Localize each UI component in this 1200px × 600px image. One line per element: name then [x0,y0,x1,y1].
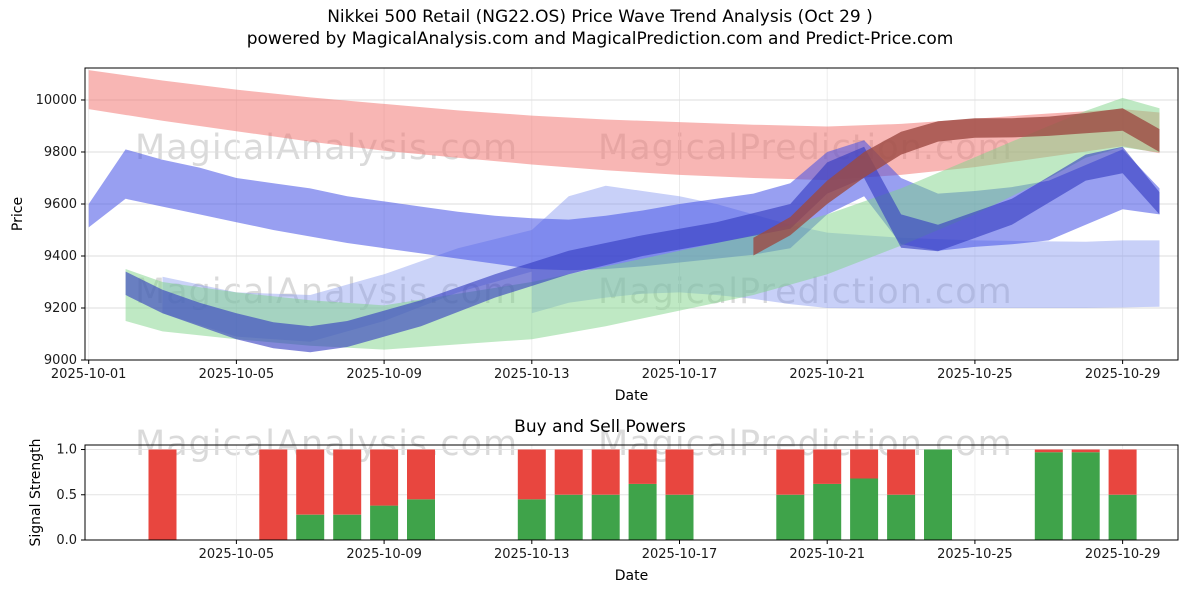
x-tick-label: 2025-10-05 [199,547,275,562]
x-tick-label: 2025-10-17 [642,547,718,562]
sell-signal-bar [665,449,694,495]
chart-title-line1: Nikkei 500 Retail (NG22.OS) Price Wave T… [327,7,873,27]
buy-sell-chart-title: Buy and Sell Powers [514,417,686,437]
y-tick-label: 9000 [44,353,77,368]
x-tick-label: 2025-10-21 [789,367,865,382]
y-tick-label: 0.5 [56,488,77,503]
x-tick-label: 2025-10-29 [1085,367,1161,382]
x-tick-label: 2025-10-13 [494,547,570,562]
watermark-analysis: MagicalAnalysis.com [135,424,519,464]
x-tick-label: 2025-10-29 [1085,547,1161,562]
x-tick-label: 2025-10-09 [346,367,422,382]
main-blue-band [88,140,1160,271]
sell-signal-bar [370,449,399,506]
buy-signal-bar [1108,494,1137,540]
x-axis-label: Date [615,388,648,404]
y-axis-label: Price [10,197,26,231]
sell-signal-bar [259,449,288,540]
buy-signal-bar [407,499,435,540]
buy-signal-bar [370,505,399,540]
buy-signal-bar [296,514,325,540]
x-tick-label: 2025-10-25 [937,367,1013,382]
sell-signal-bar [517,449,546,500]
y-tick-label: 0.0 [56,533,77,548]
sell-signal-bar [776,449,805,495]
sell-signal-bar [813,449,842,484]
sell-signal-bar [850,449,879,479]
sell-signal-bar [591,449,620,495]
sell-signal-bar [333,449,362,515]
buy-signal-bar [665,494,694,540]
buy-signal-bar [850,478,879,540]
sell-signal-bar [1108,449,1137,495]
price-wave-chart: 2025-10-01 2025-10-05 2025-10-09 2025-10-13… [10,67,1179,404]
x-tick-label: 2025-10-13 [494,367,570,382]
dark-red-trend-band [753,108,1160,256]
sell-signal-bar [407,449,435,500]
y-tick-label: 1.0 [56,443,77,458]
x-tick-label: 2025-10-17 [642,367,718,382]
buy-signal-bar [517,499,546,540]
y-tick-label: 10000 [36,93,77,108]
sell-signal-bar [1071,449,1100,453]
sell-signal-bar [628,449,657,484]
plot-frame [84,444,1179,541]
buy-signal-bar [554,494,583,540]
buy-sell-chart: 2025-10-05 2025-10-09 2025-10-13 2025-10-17… [28,438,1179,584]
buy-signal-bar [591,494,620,540]
buy-signal-bar [776,494,805,540]
x-tick-label: 2025-10-21 [789,547,865,562]
sell-signal-bar [148,449,177,540]
y-axis-label: Signal Strength [28,438,44,546]
sell-signal-bar [296,449,325,515]
x-tick-label: 2025-10-25 [937,547,1013,562]
y-tick-label: 9400 [44,249,77,264]
buy-signal-bar [813,483,842,540]
y-tick-label: 9800 [44,145,77,160]
sell-signal-bar [887,449,916,495]
buy-signal-bar [1034,452,1063,540]
sell-signal-bar [1034,449,1063,453]
x-axis-label: Date [615,568,648,584]
buy-signal-bar [924,449,952,540]
sell-signal-bar [554,449,583,495]
x-tick-label: 2025-10-01 [51,367,127,382]
buy-signal-bar [333,514,362,540]
dark-blue-core-band [125,146,1160,353]
x-tick-label: 2025-10-09 [346,547,422,562]
x-tick-label: 2025-10-05 [199,367,275,382]
buy-signal-bar [887,494,916,540]
buy-signal-bar [628,483,657,540]
y-tick-label: 9200 [44,301,77,316]
buy-signal-bar [1071,452,1100,540]
plot-frame [84,67,1179,361]
y-tick-label: 9600 [44,197,77,212]
chart-title-line2: powered by MagicalAnalysis.com and Magic… [246,29,954,49]
